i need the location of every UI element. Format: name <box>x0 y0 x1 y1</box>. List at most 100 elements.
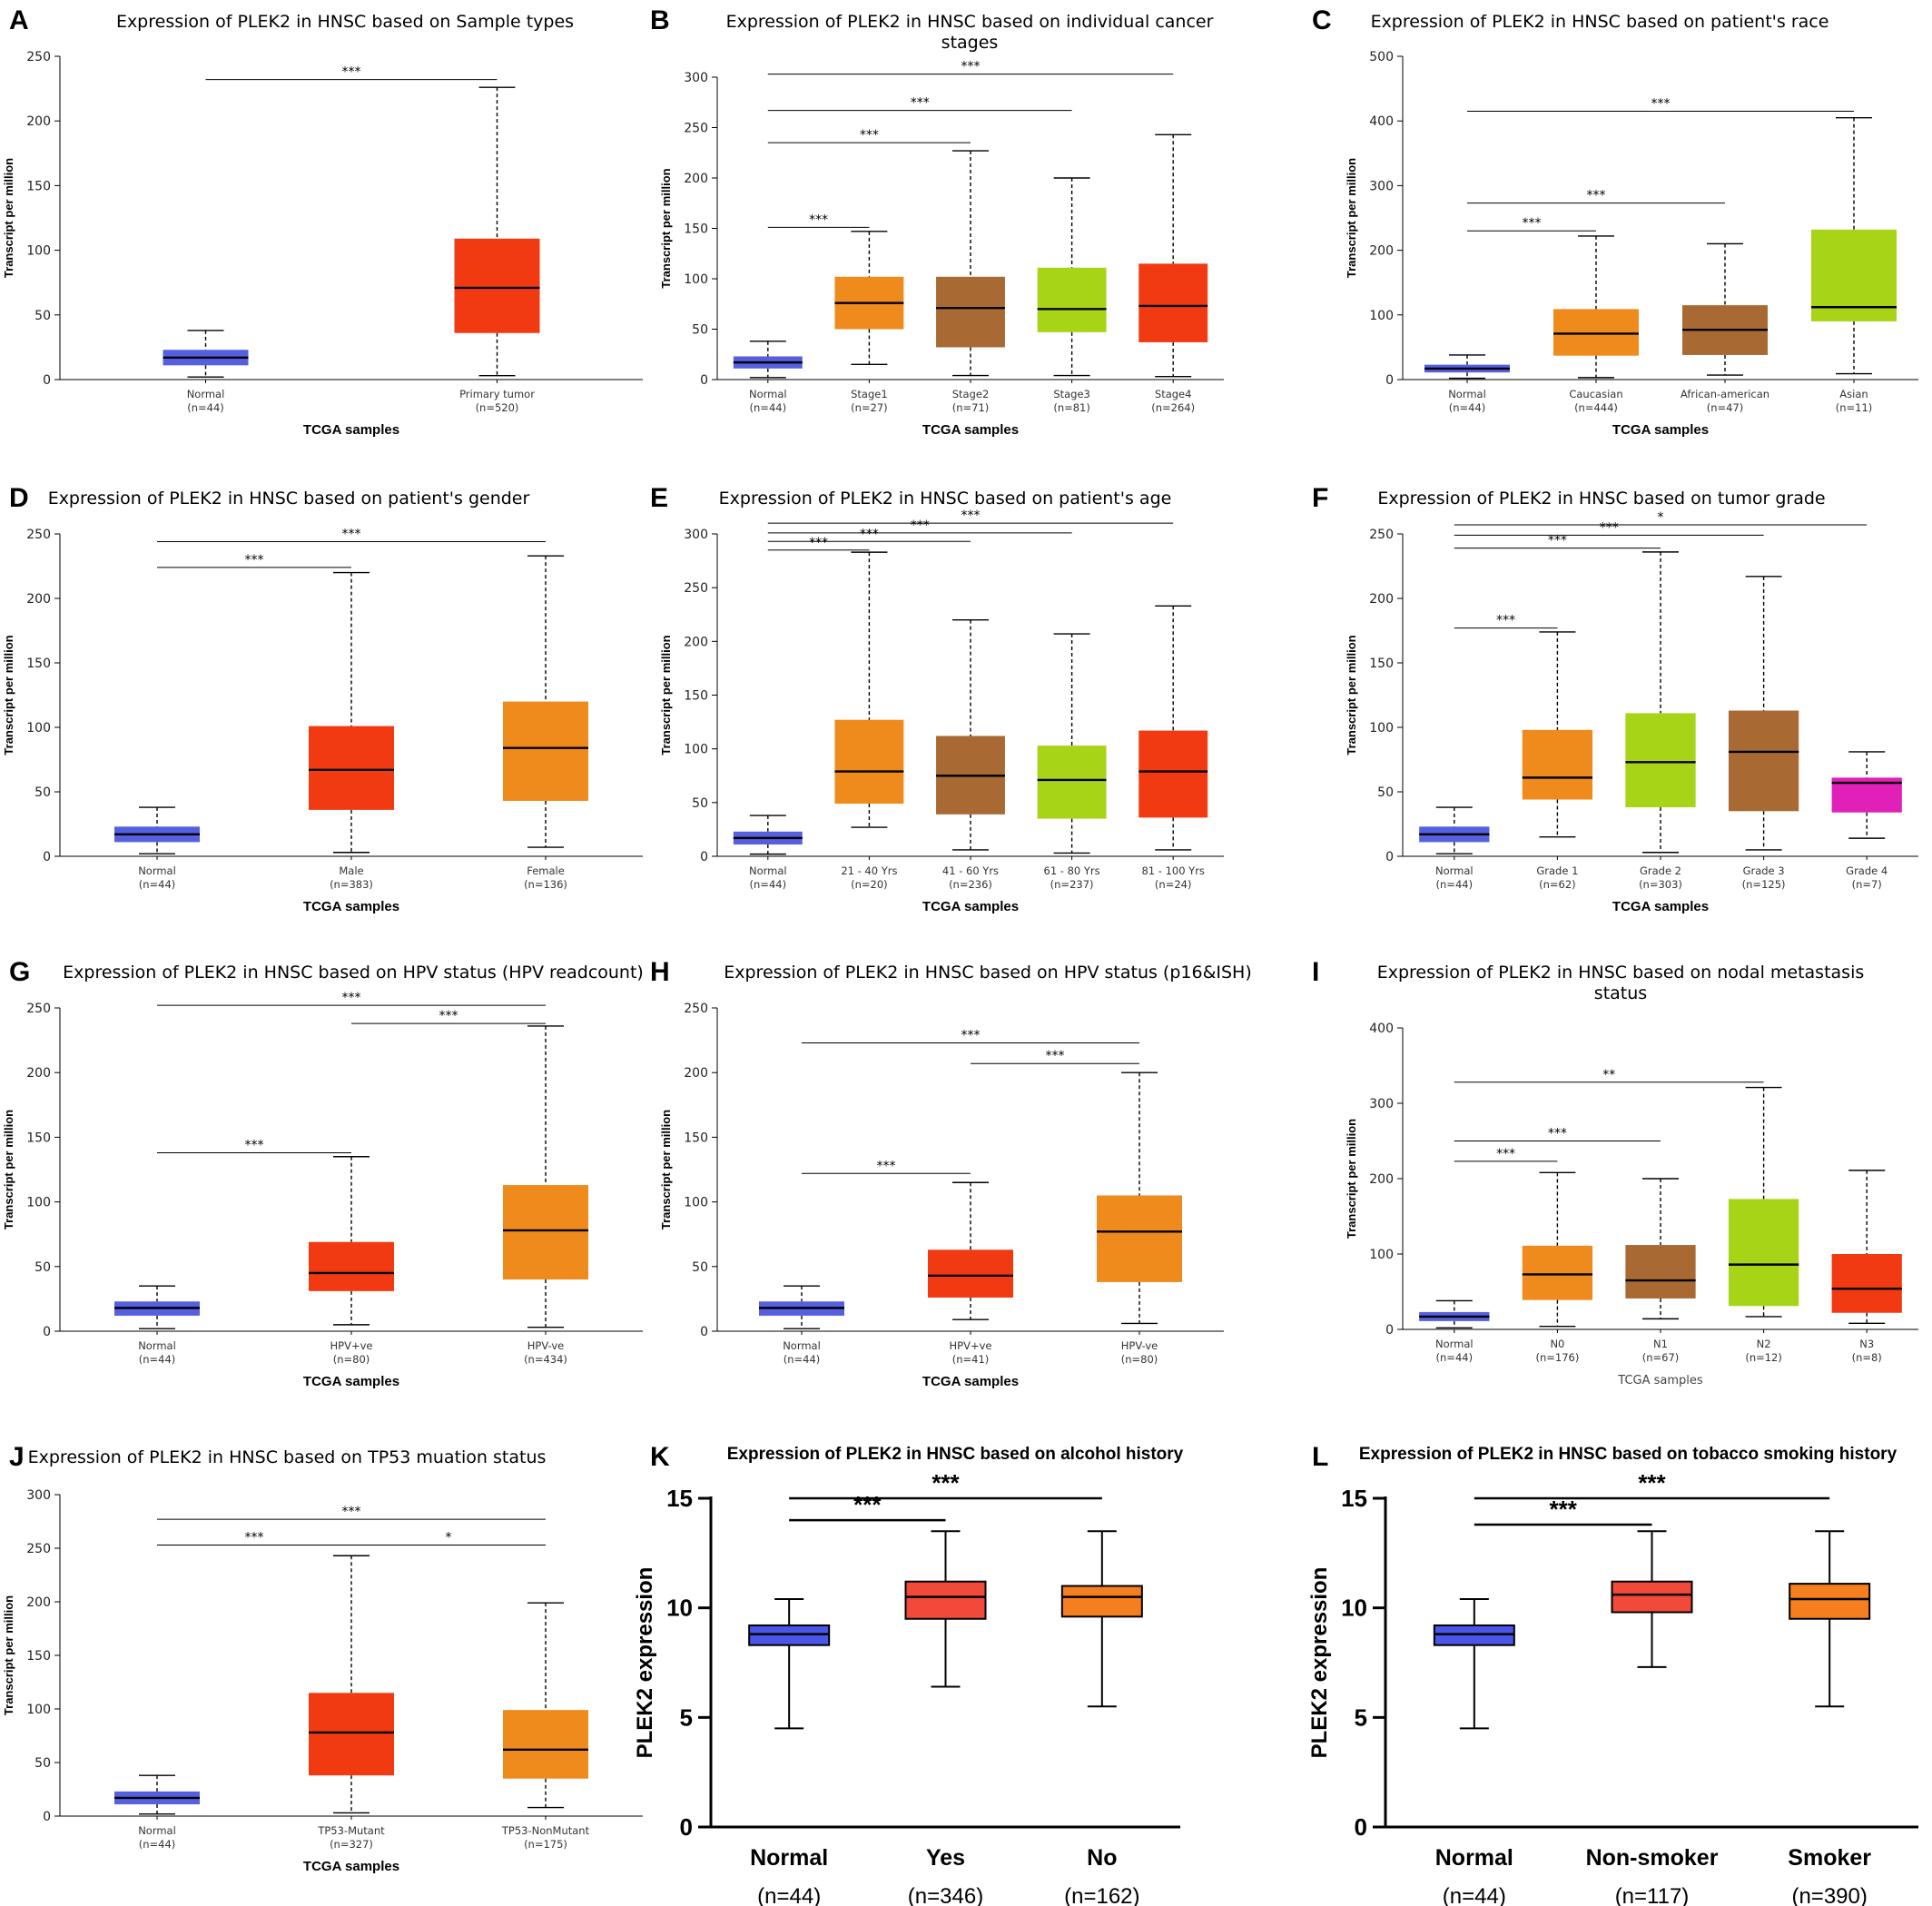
box-normal <box>1419 806 1490 854</box>
box-61-80-yrs <box>1037 633 1107 854</box>
x-axis-label: TCGA samples <box>1612 899 1709 914</box>
significance-label: *** <box>342 528 361 542</box>
box-normal <box>163 330 249 378</box>
x-category-label: Grade 3 <box>1743 864 1785 877</box>
x-category-label: Primary tumor <box>459 388 535 400</box>
y-tick-label: 5 <box>1355 1704 1367 1731</box>
x-category-label: HPV-ve <box>1121 1339 1158 1352</box>
box-non-smoker <box>1611 1530 1693 1668</box>
y-axis-label: Transcript per million <box>659 168 673 288</box>
x-category-label: Normal <box>749 388 787 400</box>
panel-letter: B <box>650 5 670 35</box>
y-tick-label: 500 <box>1369 50 1394 64</box>
x-sample-count: (n=44) <box>784 1353 821 1366</box>
y-tick-label: 250 <box>26 528 51 542</box>
y-tick-label: 200 <box>1369 592 1394 607</box>
significance-label: *** <box>342 1505 361 1519</box>
x-category-label: Normal <box>187 388 225 400</box>
significance-label: *** <box>809 536 828 550</box>
y-tick-label: 100 <box>26 244 51 259</box>
x-category-label: HPV-ve <box>527 1339 565 1352</box>
significance-label: *** <box>961 1028 981 1042</box>
x-sample-count: (n=67) <box>1642 1351 1680 1364</box>
box-no <box>1060 1530 1143 1708</box>
significance-bracket: *** <box>767 536 870 551</box>
y-tick-label: 200 <box>26 114 51 129</box>
y-tick-label: 0 <box>43 1810 51 1824</box>
x-category-label: Grade 1 <box>1536 864 1578 877</box>
panel-f: F Expression of PLEK2 in HNSC based on tu… <box>1312 483 1918 914</box>
iqr-box <box>1097 1195 1182 1282</box>
iqr-box <box>503 701 588 801</box>
y-tick-label: 0 <box>1385 373 1394 388</box>
x-category-label: 61 - 80 Yrs <box>1044 864 1100 877</box>
y-tick-label: 200 <box>684 172 708 186</box>
significance-bracket: *** <box>157 1138 351 1153</box>
chart-title: Expression of PLEK2 in HNSC based on pat… <box>719 489 1172 509</box>
panel-c: C Expression of PLEK2 in HNSC based on pa… <box>1312 5 1918 438</box>
x-sample-count: (n=80) <box>1121 1353 1158 1366</box>
y-tick-label: 100 <box>26 1196 51 1210</box>
significance-bracket: *** <box>157 528 546 543</box>
significance-label: *** <box>1496 1147 1515 1161</box>
x-sample-count: (n=41) <box>952 1353 990 1366</box>
x-axis-label: TCGA samples <box>303 899 399 914</box>
x-category-label: Caucasian <box>1569 388 1622 400</box>
x-sample-count: (n=236) <box>949 878 992 891</box>
y-axis-label: PLEK2 expression <box>1307 1567 1332 1759</box>
x-sample-count: (n=125) <box>1742 878 1786 891</box>
y-tick-label: 0 <box>700 850 708 864</box>
box-normal <box>748 1598 831 1730</box>
x-sample-count: (n=44) <box>757 1884 821 1906</box>
y-tick-label: 150 <box>26 1131 51 1145</box>
iqr-box <box>1728 710 1799 812</box>
significance-label: *** <box>342 991 361 1005</box>
significance-bracket: *** <box>157 553 351 568</box>
iqr-box <box>1522 729 1593 800</box>
y-tick-label: 0 <box>1385 850 1394 864</box>
y-tick-label: 100 <box>26 721 51 736</box>
box-tp53-nonmutant <box>503 1602 588 1809</box>
box-asian <box>1811 116 1897 375</box>
chart-title: Expression of PLEK2 in HNSC based on Sam… <box>116 12 574 32</box>
panel-k: K Expression of PLEK2 in HNSC based on al… <box>633 1442 1184 1906</box>
x-sample-count: (n=44) <box>750 878 787 891</box>
box-hpv-ve <box>309 1156 394 1326</box>
y-axis-label: PLEK2 expression <box>633 1567 657 1759</box>
x-sample-count: (n=434) <box>524 1353 567 1366</box>
box-hpv-ve <box>503 1025 588 1328</box>
y-tick-label: 15 <box>666 1485 693 1512</box>
x-sample-count: (n=264) <box>1151 401 1195 414</box>
significance-label: *** <box>439 1009 458 1023</box>
panel-i: I Expression of PLEK2 in HNSC based on no… <box>1312 957 1918 1388</box>
chart-title: Expression of PLEK2 in HNSC based on HPV… <box>63 963 644 983</box>
y-tick-label: 100 <box>1369 721 1394 736</box>
y-tick-label: 50 <box>34 1756 51 1771</box>
significance-label: *** <box>1548 1127 1567 1141</box>
x-sample-count: (n=303) <box>1639 878 1682 891</box>
x-sample-count: (n=81) <box>1053 401 1090 414</box>
x-category-label: Non-smoker <box>1586 1845 1719 1871</box>
y-tick-label: 50 <box>34 785 51 800</box>
x-category-label: HPV+ve <box>950 1339 992 1352</box>
box-male <box>309 571 394 854</box>
y-tick-label: 150 <box>684 689 708 704</box>
y-tick-label: 200 <box>26 1595 51 1610</box>
x-sample-count: (n=62) <box>1539 878 1576 891</box>
chart-title: Expression of PLEK2 in HNSC based on tum… <box>1377 489 1825 509</box>
box-normal <box>114 1774 200 1815</box>
y-tick-label: 50 <box>692 796 708 811</box>
y-tick-label: 250 <box>684 122 708 136</box>
panel-letter: A <box>9 5 29 35</box>
y-axis-label: Transcript per million <box>1345 1119 1358 1239</box>
iqr-box <box>904 1580 987 1620</box>
x-sample-count: (n=383) <box>330 878 373 891</box>
x-category-label: HPV+ve <box>330 1339 373 1352</box>
x-category-label: Smoker <box>1788 1845 1871 1871</box>
y-tick-label: 5 <box>680 1704 693 1731</box>
chart-title: Expression of PLEK2 in HNSC based on tob… <box>1359 1445 1898 1464</box>
box-21-40-yrs <box>834 551 904 828</box>
box-primary-tumor <box>454 86 540 377</box>
significance-label: *** <box>911 518 930 533</box>
y-tick-label: 200 <box>684 1066 708 1081</box>
